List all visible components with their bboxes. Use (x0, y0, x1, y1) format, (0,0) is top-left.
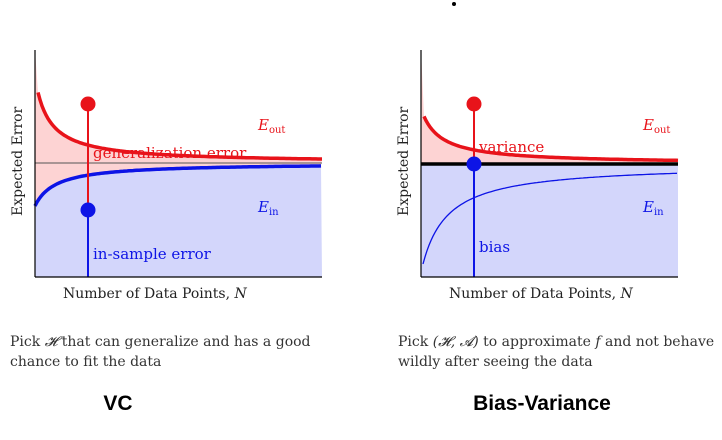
eout-point (466, 96, 482, 112)
in-sample-error-region (35, 165, 322, 277)
ein-curve (422, 172, 678, 265)
variance-region (421, 50, 678, 164)
stray-dot (452, 2, 456, 6)
ein-curve (33, 164, 322, 207)
x-axis-label: Number of Data Points, N (63, 286, 247, 302)
generalization-error-region (35, 50, 322, 206)
eout-label: Eout (257, 116, 285, 136)
ein-label: Ein (257, 198, 279, 218)
eout-label: Eout (642, 116, 670, 136)
vc-panel: Expected Error Number of Data Points, N … (10, 50, 322, 415)
bias-variance-plot: Expected Error Number of Data Points, N … (396, 50, 679, 302)
eout-point (80, 96, 96, 112)
y-axis-label: Expected Error (10, 106, 26, 216)
vc-caption: Pick 𝓗 that can generalize and has a goo… (10, 334, 311, 370)
eout-curve (422, 115, 679, 163)
ein-point (80, 202, 96, 218)
bias-label: bias (479, 238, 510, 256)
vc-title: VC (103, 392, 133, 415)
x-axis-label: Number of Data Points, N (449, 286, 633, 302)
bias-point (466, 156, 482, 172)
ein-label: Ein (642, 198, 664, 218)
bias-variance-panel: Expected Error Number of Data Points, N … (361, 0, 722, 440)
bias-region (421, 164, 678, 277)
bias-variance-title: Bias-Variance (473, 392, 611, 415)
vc-plot: Expected Error Number of Data Points, N … (10, 50, 322, 302)
y-axis-label: Expected Error (396, 106, 412, 216)
variance-label: variance (478, 138, 544, 156)
eout-curve (36, 91, 322, 161)
in-sample-error-label: in-sample error (93, 245, 212, 263)
bias-variance-caption: Pick (𝓗, 𝓐) to approximate f and not beh… (398, 334, 715, 370)
generalization-error-label: generalization error (93, 144, 247, 162)
